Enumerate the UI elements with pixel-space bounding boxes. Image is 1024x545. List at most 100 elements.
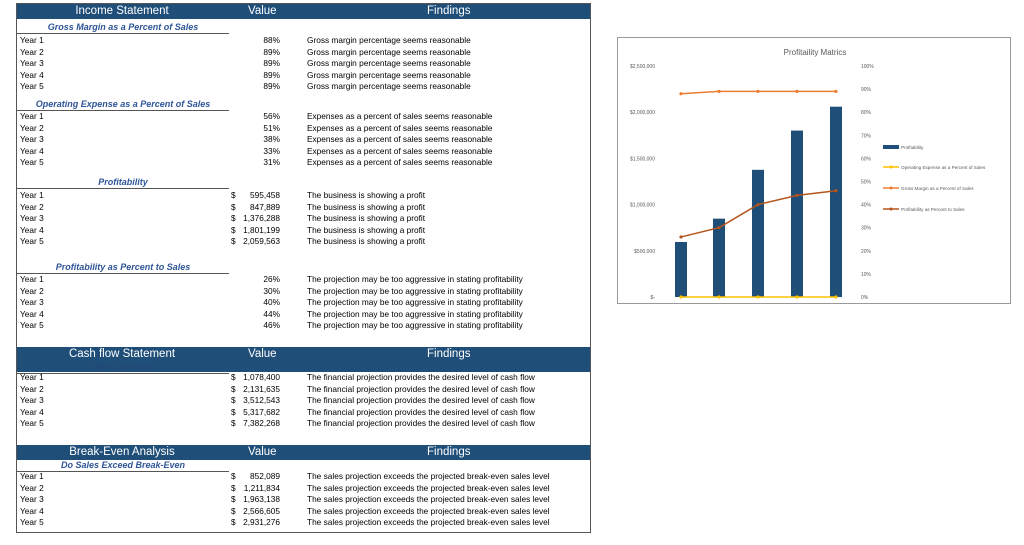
legend-label: Operating Expense as a Percent of Sales bbox=[901, 165, 986, 170]
row-label: Year 1 bbox=[20, 471, 44, 481]
right-axis-tick: 40% bbox=[861, 203, 872, 209]
right-axis-tick: 90% bbox=[861, 87, 872, 93]
currency-sign: $ bbox=[231, 471, 236, 481]
profitability-chart[interactable]: Profitaility Matrics $- $500,000 $1,000,000… bbox=[617, 37, 1011, 304]
currency-sign: $ bbox=[231, 418, 236, 429]
section-subtitle: Gross Margin as a Percent of Sales bbox=[17, 21, 229, 34]
currency-sign: $ bbox=[231, 395, 236, 406]
row-label: Year 3 bbox=[20, 213, 44, 224]
row-finding: Gross margin percentage seems reasonable bbox=[307, 81, 471, 92]
income-statement-header-value-header: Value bbox=[248, 5, 277, 17]
right-axis-tick: 70% bbox=[861, 133, 872, 139]
series-point bbox=[717, 226, 721, 230]
series-point bbox=[679, 295, 683, 299]
table-row: Year 1 $595,458 The business is showing a … bbox=[17, 190, 590, 202]
row-label: Year 4 bbox=[20, 308, 44, 319]
row-value: 26% bbox=[263, 274, 280, 284]
row-label: Year 2 bbox=[20, 122, 44, 133]
row-value: 30% bbox=[263, 285, 280, 296]
breakeven-header-findings-header: Findings bbox=[427, 446, 471, 458]
table-row: Year 2 $2,131,635 The financial projection… bbox=[17, 384, 590, 396]
row-finding: The business is showing a profit bbox=[307, 201, 426, 212]
table-row: Year 3 $1,376,288 The business is showing … bbox=[17, 213, 590, 225]
currency-sign: $ bbox=[231, 505, 236, 516]
row-value: 2,566,605 bbox=[243, 505, 280, 516]
row-finding: The business is showing a profit bbox=[307, 224, 426, 235]
table-row: Year 4 $5,317,682 The financial projection… bbox=[17, 407, 590, 419]
summary-sheet: Income Statement Value Findings Gross Margi… bbox=[16, 3, 591, 533]
table-row: Year 4 $1,801,199 The business is showing … bbox=[17, 225, 590, 237]
currency-sign: $ bbox=[231, 224, 236, 235]
currency-sign: $ bbox=[231, 517, 236, 528]
row-label: Year 5 bbox=[20, 81, 44, 92]
left-axis-tick: $500,000 bbox=[634, 249, 655, 255]
row-label: Year 1 bbox=[20, 274, 44, 284]
table-row: Year 5 31% Expenses as a percent of sales … bbox=[17, 157, 590, 169]
row-value: 31% bbox=[263, 157, 280, 168]
row-finding: Expenses as a percent of sales seems rea… bbox=[307, 157, 493, 168]
legend-marker bbox=[889, 165, 893, 169]
row-value: 847,889 bbox=[250, 201, 280, 212]
row-label: Year 4 bbox=[20, 145, 44, 156]
income-statement-header-title: Income Statement bbox=[75, 5, 169, 17]
row-value: 1,801,199 bbox=[243, 224, 280, 235]
row-finding: Expenses as a percent of sales seems rea… bbox=[307, 134, 493, 145]
row-value: 1,376,288 bbox=[243, 213, 280, 224]
right-axis-tick: 0% bbox=[861, 295, 869, 301]
row-finding: The projection may be too aggressive in … bbox=[307, 320, 523, 331]
row-finding: The sales projection exceeds the project… bbox=[307, 482, 550, 493]
row-label: Year 5 bbox=[20, 320, 44, 331]
breakeven-header: Break-Even Analysis Value Findings bbox=[17, 445, 590, 460]
series-point bbox=[834, 295, 838, 299]
currency-sign: $ bbox=[231, 383, 236, 394]
row-finding: The sales projection exceeds the project… bbox=[307, 517, 550, 528]
right-axis-tick: 60% bbox=[861, 156, 872, 162]
row-finding: The projection may be too aggressive in … bbox=[307, 308, 523, 319]
row-value: 2,131,635 bbox=[243, 383, 280, 394]
table-row: Year 4 33% Expenses as a percent of sales … bbox=[17, 146, 590, 158]
row-finding: The sales projection exceeds the project… bbox=[307, 494, 550, 505]
row-label: Year 4 bbox=[20, 224, 44, 235]
cashflow-header-findings-header: Findings bbox=[427, 348, 471, 360]
row-value: 89% bbox=[263, 46, 280, 57]
section-subtitle: Net Cash flow bbox=[17, 361, 229, 374]
currency-sign: $ bbox=[231, 190, 236, 200]
series-point bbox=[834, 89, 838, 94]
row-value: 40% bbox=[263, 297, 280, 308]
currency-sign: $ bbox=[231, 201, 236, 212]
row-label: Year 4 bbox=[20, 406, 44, 417]
profitability-bar bbox=[791, 130, 803, 297]
row-finding: The projection may be too aggressive in … bbox=[307, 274, 523, 284]
series-point bbox=[795, 193, 799, 197]
row-label: Year 2 bbox=[20, 482, 44, 493]
row-value: 89% bbox=[263, 69, 280, 80]
row-value: 1,078,400 bbox=[243, 372, 280, 382]
row-label: Year 2 bbox=[20, 201, 44, 212]
table-row: Year 1 88% Gross margin percentage seems r… bbox=[17, 35, 590, 47]
table-row: Year 2 30% The projection may be too aggre… bbox=[17, 286, 590, 298]
table-row: Year 5 46% The projection may be too aggre… bbox=[17, 320, 590, 332]
row-label: Year 5 bbox=[20, 236, 44, 247]
table-row: Year 2 89% Gross margin percentage seems r… bbox=[17, 47, 590, 59]
row-label: Year 5 bbox=[20, 157, 44, 168]
profitability-bar bbox=[675, 241, 687, 297]
table-row: Year 3 89% Gross margin percentage seems r… bbox=[17, 58, 590, 70]
legend-label: Gross Margin as a Percent of Sales bbox=[901, 186, 974, 191]
currency-sign: $ bbox=[231, 482, 236, 493]
row-value: 38% bbox=[263, 134, 280, 145]
row-value: 2,059,563 bbox=[243, 236, 280, 247]
series-point bbox=[756, 203, 760, 207]
table-row: Year 2 $1,211,834 The sales projection exc… bbox=[17, 483, 590, 495]
row-finding: Gross margin percentage seems reasonable bbox=[307, 35, 471, 45]
row-label: Year 2 bbox=[20, 46, 44, 57]
row-label: Year 1 bbox=[20, 372, 44, 382]
currency-sign: $ bbox=[231, 406, 236, 417]
row-label: Year 1 bbox=[20, 190, 44, 200]
table-row: Year 3 $3,512,543 The financial projection… bbox=[17, 395, 590, 407]
row-label: Year 5 bbox=[20, 517, 44, 528]
row-label: Year 4 bbox=[20, 505, 44, 516]
right-axis-tick: 10% bbox=[861, 272, 872, 278]
row-finding: The sales projection exceeds the project… bbox=[307, 505, 550, 516]
row-finding: The projection may be too aggressive in … bbox=[307, 285, 523, 296]
currency-sign: $ bbox=[231, 494, 236, 505]
